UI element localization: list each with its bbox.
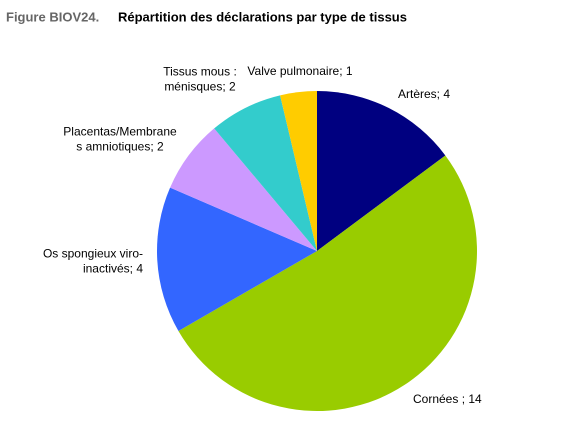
slice-label: Artères; 4 — [398, 87, 450, 101]
chart-title-prefix: Figure BIOV24. — [6, 9, 99, 24]
slice-label: Tissus mous : ménisques; 2 — [163, 65, 237, 94]
slice-label: Placentas/Membrane s amniotiques; 2 — [63, 125, 177, 154]
pie-slice — [156, 187, 317, 331]
slice-label: Valve pulmonaire; 1 — [247, 64, 352, 78]
pie-slice — [178, 155, 477, 411]
slice-label: Os spongieux viro-inactivés; 4 — [43, 247, 143, 276]
pie-slice — [214, 95, 317, 251]
pie-slice — [317, 91, 446, 251]
pie-slice — [170, 128, 317, 251]
pie-slice — [280, 91, 317, 251]
chart-title: Répartition des déclarations par type de… — [118, 9, 407, 24]
slice-label: Cornées ; 14 — [413, 392, 482, 406]
